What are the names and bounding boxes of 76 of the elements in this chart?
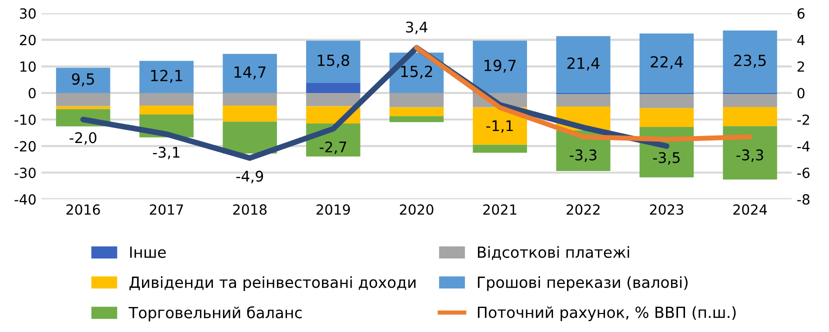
y-tick-label: -10 (14, 114, 36, 125)
legend-label: Торговельний баланс (128, 306, 302, 322)
y-tick-label: 20 (20, 34, 36, 46)
x-tick-label: 2021 (483, 204, 516, 215)
y2-tick-label: -4 (797, 141, 810, 152)
bar (306, 92, 360, 106)
bar (139, 105, 194, 114)
x-tick-label: 2017 (150, 204, 183, 215)
legend-label: Грошові перекази (валові) (478, 276, 688, 291)
data-label: -3,3 (736, 149, 764, 162)
legend-label: Інше (130, 246, 166, 258)
data-label: 23,5 (734, 54, 766, 68)
bar (306, 82, 360, 93)
bar (389, 107, 444, 116)
data-label: 14,7 (234, 66, 266, 80)
data-label: 15,8 (318, 54, 350, 68)
data-label: 15,2 (401, 66, 432, 79)
y-tick-label: 30 (20, 8, 36, 19)
y-tick-label: -40 (14, 194, 36, 205)
bar (389, 116, 444, 122)
y-tick-label: -20 (14, 141, 36, 152)
y-tick-label: 0 (28, 88, 36, 98)
data-label: -2,0 (70, 132, 96, 145)
y2-tick-label: -8 (797, 194, 810, 205)
x-tick-label: 2022 (566, 204, 600, 215)
bar (556, 36, 610, 93)
bar (722, 30, 778, 93)
data-label: 22,4 (650, 56, 683, 70)
legend-label: Поточний рахунок, % ВВП (п.ш.) (478, 306, 736, 322)
x-tick-label: 2023 (650, 204, 684, 215)
bar (640, 33, 694, 93)
y2-tick-label: -2 (797, 114, 810, 125)
y2-tick-label: 2 (798, 61, 804, 72)
bar (222, 92, 277, 106)
x-tick-label: 2018 (233, 204, 267, 215)
bar (222, 54, 277, 93)
data-label: 3,4 (406, 22, 428, 34)
bar (556, 94, 610, 107)
data-label: 12,1 (151, 70, 182, 83)
y-tick-label: 10 (20, 61, 36, 72)
x-tick-label: 2019 (316, 204, 350, 215)
x-tick-label: 2024 (733, 204, 767, 215)
bar (472, 144, 528, 153)
data-label: 19,7 (484, 60, 516, 73)
bar (722, 126, 778, 180)
data-label: -3,1 (152, 146, 180, 160)
data-label: 9,5 (72, 73, 94, 86)
bar (640, 94, 694, 108)
y2-tick-label: 4 (797, 34, 805, 46)
bar (722, 107, 778, 126)
bar (306, 40, 360, 83)
data-label: 21,4 (567, 57, 600, 71)
bar (139, 60, 194, 93)
bar (222, 122, 277, 154)
legend-label: Відсоткові платежі (478, 246, 630, 260)
bar (222, 105, 277, 122)
legend-label: Дивіденди та реінвестовані доходи (129, 276, 416, 291)
bar (472, 40, 528, 93)
y2-tick-label: 6 (798, 8, 805, 19)
bar (56, 68, 110, 93)
bar (389, 92, 444, 108)
data-label: -2,7 (320, 141, 346, 154)
bar (722, 94, 778, 108)
data-label: -4,9 (236, 170, 264, 184)
data-label: -3,3 (570, 149, 596, 162)
data-label: -1,1 (486, 120, 513, 133)
y-tick-label: -30 (14, 168, 36, 178)
bar (640, 108, 694, 127)
bar (139, 92, 194, 106)
data-label: -3,5 (653, 152, 680, 165)
bar (56, 92, 110, 106)
y2-tick-label: -6 (797, 168, 810, 178)
x-tick-label: 2016 (66, 204, 100, 215)
y2-tick-label: 0 (797, 88, 804, 98)
x-tick-label: 2020 (400, 204, 434, 215)
bar (56, 106, 110, 110)
